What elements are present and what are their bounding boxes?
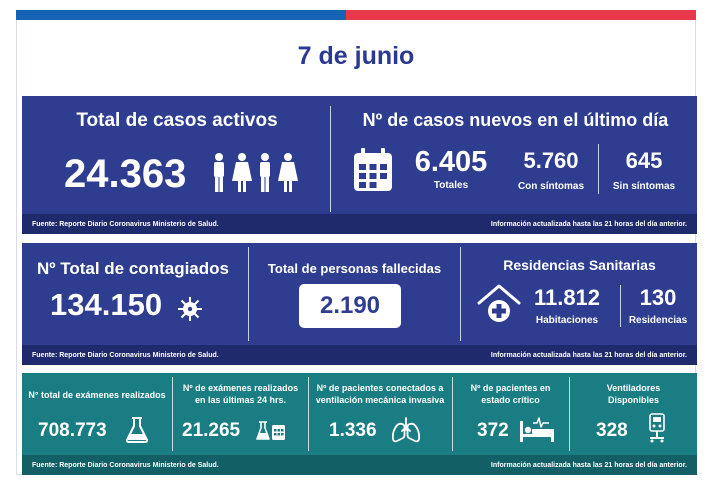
examenes24-title-2: en las últimas 24 hrs. <box>194 395 287 405</box>
house-medical-icon <box>477 284 521 322</box>
examenes24-value: 21.265 <box>182 420 241 441</box>
contagiados-value: 134.150 <box>50 287 163 322</box>
panel-totales: Nº Total de contagiados 134.150 Total de… <box>22 243 697 365</box>
footer-source: Fuente: Reporte Diario Coronavirus Minis… <box>32 461 219 469</box>
residencias-res-value: 130 <box>639 285 677 310</box>
examenes-title: N° total de exámenes realizados <box>28 390 166 400</box>
fallecidos-value: 2.190 <box>299 284 401 328</box>
critico-value: 372 <box>477 420 509 441</box>
critico-title-2: estado crítico <box>481 395 540 405</box>
panel3-divider-4 <box>569 377 570 451</box>
contagiados-title: Nº Total de contagiados <box>37 259 229 278</box>
ventilacion-title-1: Nº de pacientes conectados a <box>316 383 444 393</box>
nuevos-con-value: 5.760 <box>523 148 579 173</box>
panel2-footer: Fuente: Reporte Diario Coronavirus Minis… <box>22 345 697 365</box>
activos-value: 24.363 <box>64 152 187 196</box>
ventiladores-title-2: Disponibles <box>607 395 659 405</box>
panel3-divider-2 <box>308 377 309 451</box>
nuevos-sin-value: 645 <box>625 148 663 173</box>
nuevos-divider <box>598 144 599 194</box>
fallecidos-title: Total de personas fallecidas <box>267 261 442 276</box>
panel2-divider-2 <box>460 247 461 341</box>
flask-icon <box>125 417 149 443</box>
nuevos-totales-value: 6.405 <box>414 146 488 178</box>
footer-source: Fuente: Reporte Diario Coronavirus Minis… <box>32 220 219 228</box>
critico-title-1: Nº de pacientes en <box>470 383 551 393</box>
ventiladores-title-1: Ventiladores <box>606 383 661 393</box>
virus-icon <box>178 297 202 321</box>
panel3-divider-3 <box>452 377 453 451</box>
footer-info: Información actualizada hasta las 21 hor… <box>490 351 687 359</box>
panel1-footer: Fuente: Reporte Diario Coronavirus Minis… <box>22 214 697 234</box>
panel-examenes: N° total de exámenes realizados 708.773 … <box>22 373 697 475</box>
calendar-icon <box>354 148 392 191</box>
residencias-hab-label: Habitaciones <box>535 315 599 326</box>
lab-calendar-icon <box>256 421 285 440</box>
hospital-bed-icon <box>520 417 554 442</box>
lungs-icon <box>391 417 421 443</box>
people-icon <box>214 153 298 192</box>
footer-info: Información actualizada hasta las 21 hor… <box>490 461 687 469</box>
top-bar-blue <box>16 10 346 20</box>
panel1-divider <box>330 106 331 212</box>
examenes-value: 708.773 <box>38 420 107 441</box>
panel3-divider-1 <box>172 377 173 451</box>
nuevos-totales-label: Totales <box>433 180 469 191</box>
residencias-title: Residencias Sanitarias <box>503 257 656 273</box>
footer-info: Información actualizada hasta las 21 hor… <box>490 220 687 228</box>
nuevos-con-label: Con síntomas <box>517 181 585 192</box>
residencias-divider <box>620 285 621 327</box>
footer-source: Fuente: Reporte Diario Coronavirus Minis… <box>32 351 219 359</box>
top-bar-red <box>346 10 696 20</box>
examenes24-title-1: Nº de exámenes realizados <box>182 383 299 393</box>
ventilator-icon <box>649 413 665 443</box>
panel3-footer: Fuente: Reporte Diario Coronavirus Minis… <box>22 455 697 475</box>
nuevos-sin-label: Sin síntomas <box>612 181 676 192</box>
panel2-divider-1 <box>248 247 249 341</box>
residencias-res-label: Residencias <box>628 315 688 326</box>
ventilacion-title-2: ventilación mecánica invasiva <box>315 395 445 405</box>
report-date: 7 de junio <box>297 42 415 70</box>
nuevos-title: Nº de casos nuevos en el último día <box>362 110 669 130</box>
ventilacion-value: 1.336 <box>329 420 377 441</box>
activos-title: Total de casos activos <box>76 110 278 131</box>
panel-casos: Total de casos activos 24.363 Nº de caso… <box>22 96 697 234</box>
top-color-bar <box>16 10 696 20</box>
residencias-hab-value: 11.812 <box>533 285 601 310</box>
ventiladores-value: 328 <box>596 420 628 441</box>
